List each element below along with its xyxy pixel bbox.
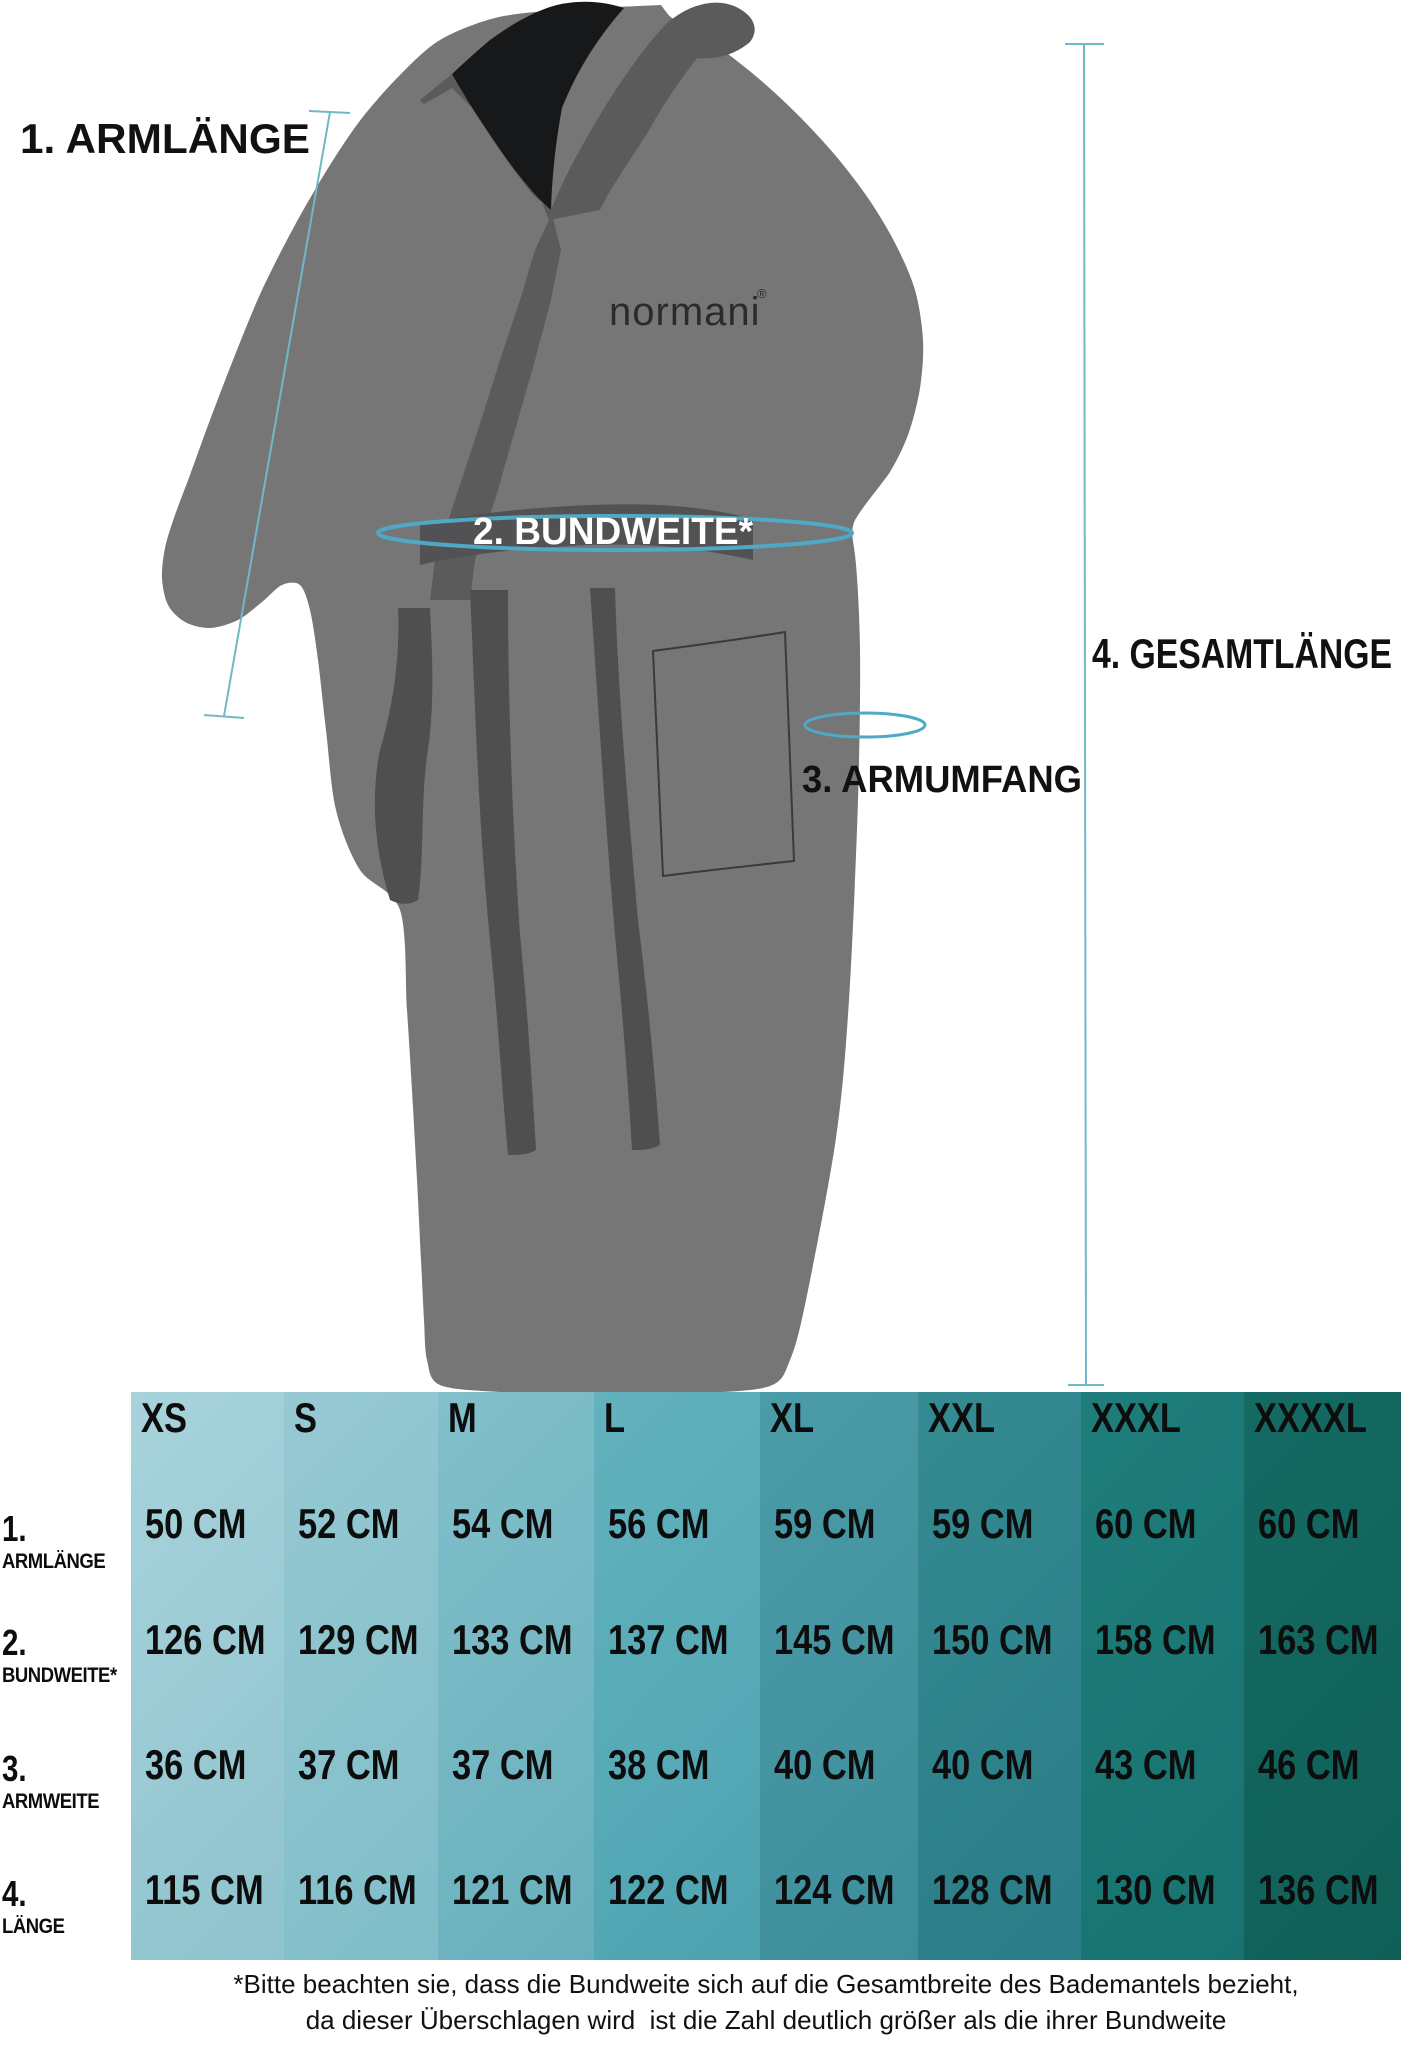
svg-text:3. ARMUMFANG: 3. ARMUMFANG	[802, 759, 1082, 801]
svg-text:normani: normani	[609, 290, 761, 334]
svg-text:®: ®	[757, 286, 767, 301]
svg-text:1. ARMLÄNGE: 1. ARMLÄNGE	[20, 115, 310, 162]
svg-text:4. GESAMTLÄNGE: 4. GESAMTLÄNGE	[1092, 630, 1392, 677]
svg-text:2. BUNDWEITE*: 2. BUNDWEITE*	[473, 511, 753, 553]
